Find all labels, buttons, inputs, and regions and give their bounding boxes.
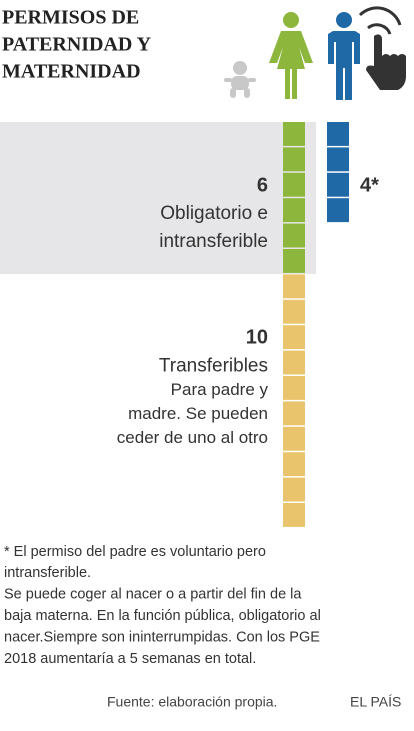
week-block <box>283 401 305 426</box>
segment-sublabel: ceder de uno al otro <box>117 428 268 447</box>
hand-icon <box>358 6 406 90</box>
title: PERMISOS DE <box>2 7 139 29</box>
note: * El permiso del padre es voluntario per… <box>4 544 266 560</box>
note: nacer.Siempre son ininterrumpidas. Con l… <box>4 629 320 645</box>
weeks-number: 10 <box>246 327 268 349</box>
note: 2018 aumentaría a 5 semanas en total. <box>4 651 256 667</box>
week-block <box>283 223 305 248</box>
segment-label: intransferible <box>159 231 268 252</box>
father-week-block <box>327 198 349 223</box>
week-block <box>283 426 305 451</box>
weeks-number: 6 <box>257 174 268 196</box>
segment-sublabel: Para padre y <box>171 380 269 399</box>
father-week-block <box>327 147 349 172</box>
father-weeks-label: 4* <box>360 174 379 196</box>
week-block <box>283 274 305 299</box>
week-block <box>283 299 305 324</box>
note: intransferible. <box>4 565 91 581</box>
week-block <box>283 503 305 527</box>
title: MATERNIDAD <box>2 61 141 83</box>
mother-icon <box>269 12 313 99</box>
father-icon <box>328 12 360 100</box>
week-block <box>283 249 305 273</box>
segment-label: Obligatorio e <box>160 203 268 224</box>
week-block <box>283 350 305 375</box>
week-block <box>283 172 305 197</box>
source: Fuente: elaboración propia. <box>107 694 277 710</box>
note: baja materna. En la función pública, obl… <box>4 608 321 624</box>
note: Se puede coger al nacer o a partir del f… <box>4 587 302 603</box>
title: PATERNIDAD Y <box>2 34 152 56</box>
week-block <box>283 122 305 146</box>
week-block <box>283 376 305 400</box>
obligatory-band <box>0 122 316 274</box>
week-block <box>283 198 305 223</box>
segment-sublabel: madre. Se pueden <box>128 404 268 423</box>
week-block <box>283 325 305 350</box>
baby-icon <box>224 61 256 98</box>
father-week-block <box>327 172 349 197</box>
week-block <box>283 452 305 477</box>
segment-label: Transferibles <box>159 355 268 376</box>
brand: EL PAÍS <box>350 694 401 710</box>
week-block <box>283 477 305 502</box>
week-block <box>283 147 305 172</box>
father-week-block <box>327 122 349 146</box>
